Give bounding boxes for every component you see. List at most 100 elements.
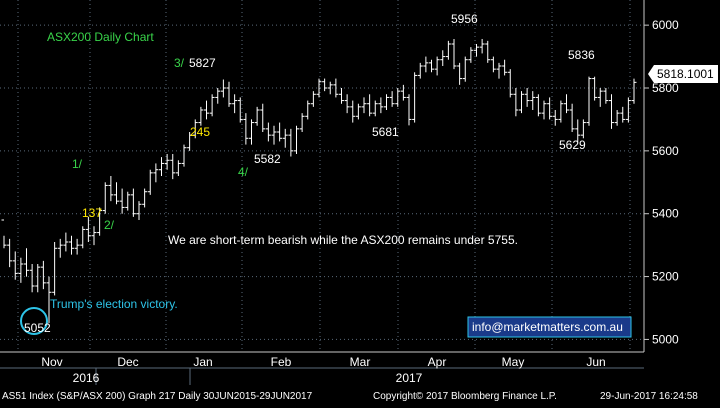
ohlc-bar: [29, 264, 35, 293]
ohlc-bar: [592, 76, 598, 101]
ohlc-bar: [530, 91, 536, 110]
ohlc-bar: [159, 157, 164, 176]
ohlc-bar: [552, 110, 558, 126]
y-tick-label: 5000: [652, 332, 679, 346]
ohlc-bar: [524, 88, 530, 107]
low-5681-label: 5681: [372, 125, 399, 139]
ohlc-bar: [631, 78, 637, 104]
ohlc-bar: [204, 100, 209, 120]
ohlc-bar: [457, 62, 463, 85]
ohlc-bar: [339, 88, 344, 104]
ohlc-bar: [299, 113, 305, 132]
y-tick-label: 5800: [652, 81, 679, 95]
ohlc-bar: [417, 62, 423, 79]
ohlc-bar: [277, 122, 283, 142]
ohlc-bar: [462, 56, 468, 82]
ohlc-bar: [170, 154, 176, 180]
ohlc-bar: [46, 276, 52, 324]
y-tick-label: 6000: [652, 18, 679, 32]
ohlc-bar: [603, 88, 609, 104]
ohlc-bar: [52, 242, 58, 296]
ohlc-bar: [91, 226, 97, 246]
ohlc-bar: [564, 94, 569, 114]
ohlc-bar: [260, 103, 266, 132]
ohlc-bar: [507, 69, 513, 98]
y-tick-label: 5400: [652, 207, 679, 221]
ohlc-bar: [580, 119, 586, 139]
ohlc-bar: [586, 76, 592, 126]
chart-title: ASX200 Daily Chart: [47, 30, 154, 44]
low-5629-label: 5629: [559, 138, 586, 152]
footer-copyright: Copyright© 2017 Bloomberg Finance L.P.: [373, 391, 557, 402]
ohlc-bar: [24, 248, 29, 277]
ohlc-bar: [541, 100, 547, 120]
ohlc-bar: [130, 188, 136, 217]
ohlc-bar: [209, 94, 215, 117]
wave-1-label: 1/: [72, 157, 83, 171]
ohlc-bar: [614, 110, 620, 126]
ohlc-bar: [327, 81, 333, 95]
x-tick-label: Jan: [193, 355, 212, 369]
ohlc-bar: [254, 106, 260, 126]
commentary-text: We are short-term bearish while the ASX2…: [168, 233, 518, 247]
ohlc-bar: [513, 88, 519, 117]
ohlc-bar: [271, 125, 277, 145]
ohlc-bar: [479, 38, 485, 54]
peak-5956-label: 5956: [451, 12, 478, 26]
ohlc-bar: [282, 128, 288, 148]
ohlc-bar: [102, 182, 108, 214]
ohlc-bar: [12, 251, 18, 280]
ohlc-bar: [119, 188, 125, 214]
ohlc-bar: [378, 97, 384, 114]
ohlc-bar: [333, 78, 339, 98]
ohlc-bar: [575, 119, 581, 142]
ohlc-bar: [265, 122, 271, 142]
footer-timestamp: 29-Jun-2017 16:24:58: [600, 391, 698, 402]
ohlc-bar: [215, 88, 221, 104]
ohlc-bar: [85, 216, 91, 242]
ohlc-bar: [597, 88, 603, 107]
ohlc-bar: [485, 40, 491, 63]
ohlc-bar: [226, 81, 232, 107]
grid: [0, 0, 644, 352]
ohlc-bar: [496, 62, 502, 79]
ohlc-bar: [389, 91, 395, 107]
x-tick-label: Feb: [271, 355, 292, 369]
ohlc-bar: [175, 160, 181, 176]
ohlc-bar: [125, 191, 131, 211]
ohlc-bar: [164, 154, 170, 170]
ohlc-bar: [74, 238, 80, 255]
email-box[interactable]: info@marketmatters.com.au: [467, 316, 632, 338]
ohlc-bar: [451, 38, 457, 70]
ohlc-bar: [468, 47, 474, 63]
ohlc-bar: [69, 235, 74, 255]
y-tick-label: 5600: [652, 144, 679, 158]
last-price-tag: 5818.1001: [648, 65, 718, 83]
low-5582-label: 5582: [254, 152, 281, 166]
ohlc-bar: [502, 59, 508, 76]
ohlc-bar: [412, 72, 418, 123]
email-link[interactable]: info@marketmatters.com.au: [472, 320, 623, 334]
ohlc-bar: [445, 40, 451, 60]
ohlc-bar: [288, 128, 294, 157]
x-tick-label: May: [502, 355, 525, 369]
ohlc-bar: [474, 44, 479, 57]
ohlc-bar: [620, 106, 626, 123]
ohlc-bar: [305, 100, 311, 120]
ohlc-bar: [395, 88, 401, 107]
ohlc-bar: [355, 103, 361, 120]
ohlc-bar: [63, 232, 69, 252]
year-label-2016: 2016: [73, 371, 100, 385]
x-tick-label: Nov: [41, 355, 62, 369]
ohlc-bar: [153, 163, 159, 183]
ohlc-bar: [40, 260, 46, 290]
ohlc-bar: [434, 56, 440, 76]
ohlc-bar: [237, 97, 243, 123]
ohlc-bar: [232, 94, 238, 114]
ohlc-bar: [547, 97, 553, 120]
ohlc-bar: [1, 219, 7, 249]
wave-2-label: 2/: [104, 218, 115, 232]
